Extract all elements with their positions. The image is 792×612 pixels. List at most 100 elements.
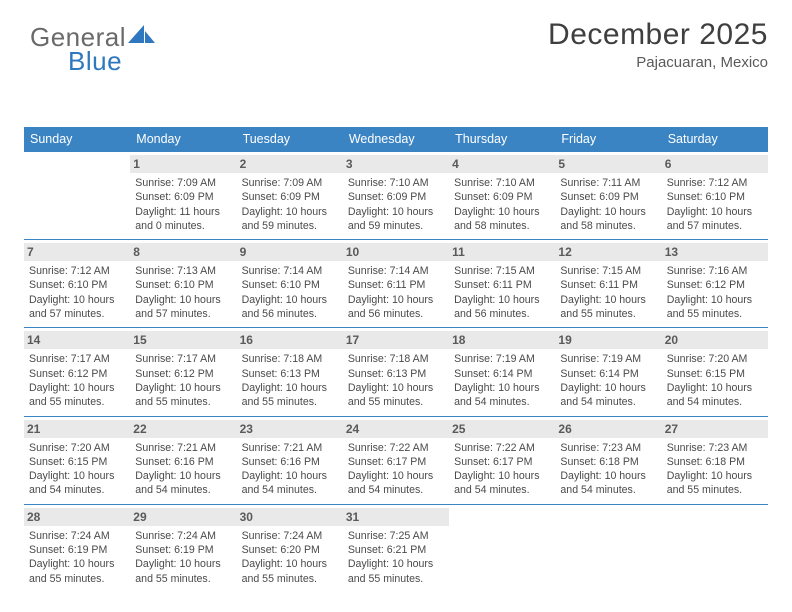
calendar-week: 21 Sunrise: 7:20 AMSunset: 6:15 PMDayligh… xyxy=(24,417,768,505)
day-info: Sunrise: 7:18 AMSunset: 6:13 PMDaylight:… xyxy=(348,352,444,409)
calendar-day: 3 Sunrise: 7:10 AMSunset: 6:09 PMDaylight… xyxy=(343,152,449,239)
calendar-day: . xyxy=(449,505,555,592)
weekday-header: Thursday xyxy=(449,127,555,152)
calendar-day: 30Sunrise: 7:24 AMSunset: 6:20 PMDayligh… xyxy=(237,505,343,592)
day-number: 1 xyxy=(130,155,236,173)
day-number: 31 xyxy=(343,508,449,526)
day-number: 4 xyxy=(449,155,555,173)
day-info: Sunrise: 7:22 AMSunset: 6:17 PMDaylight:… xyxy=(348,441,444,498)
calendar-week: 28 Sunrise: 7:24 AMSunset: 6:19 PMDayligh… xyxy=(24,505,768,592)
calendar-week: 14 Sunrise: 7:17 AMSunset: 6:12 PMDayligh… xyxy=(24,328,768,416)
day-info: Sunrise: 7:18 AMSunset: 6:13 PMDaylight:… xyxy=(242,352,338,409)
day-info: Sunrise: 7:19 AMSunset: 6:14 PMDaylight:… xyxy=(560,352,656,409)
day-info: Sunrise: 7:20 AMSunset: 6:15 PMDaylight:… xyxy=(667,352,763,409)
calendar-day: 22 Sunrise: 7:21 AMSunset: 6:16 PMDayligh… xyxy=(130,417,236,504)
day-info: Sunrise: 7:17 AMSunset: 6:12 PMDaylight:… xyxy=(29,352,125,409)
calendar-day: 24 Sunrise: 7:22 AMSunset: 6:17 PMDayligh… xyxy=(343,417,449,504)
calendar-day: 28 Sunrise: 7:24 AMSunset: 6:19 PMDayligh… xyxy=(24,505,130,592)
calendar-day: 26Sunrise: 7:23 AMSunset: 6:18 PMDayligh… xyxy=(555,417,661,504)
day-number: 29 xyxy=(130,508,236,526)
day-info: Sunrise: 7:14 AMSunset: 6:10 PMDaylight:… xyxy=(242,264,338,321)
calendar-week: .1 Sunrise: 7:09 AMSunset: 6:09 PMDayligh… xyxy=(24,152,768,240)
day-number: 22 xyxy=(130,420,236,438)
calendar-day: 8 Sunrise: 7:13 AMSunset: 6:10 PMDaylight… xyxy=(130,240,236,327)
calendar-day: 7 Sunrise: 7:12 AMSunset: 6:10 PMDaylight… xyxy=(24,240,130,327)
day-info: Sunrise: 7:24 AMSunset: 6:19 PMDaylight:… xyxy=(135,529,231,586)
day-info: Sunrise: 7:09 AMSunset: 6:09 PMDaylight:… xyxy=(135,176,231,233)
day-info: Sunrise: 7:19 AMSunset: 6:14 PMDaylight:… xyxy=(454,352,550,409)
day-info: Sunrise: 7:14 AMSunset: 6:11 PMDaylight:… xyxy=(348,264,444,321)
day-number: 18 xyxy=(449,331,555,349)
calendar-day: . xyxy=(24,152,130,239)
calendar-day: 9Sunrise: 7:14 AMSunset: 6:10 PMDaylight… xyxy=(237,240,343,327)
day-number: 13 xyxy=(662,243,768,261)
calendar-day: 18 Sunrise: 7:19 AMSunset: 6:14 PMDayligh… xyxy=(449,328,555,415)
day-number: 5 xyxy=(555,155,661,173)
day-number: 14 xyxy=(24,331,130,349)
page-subtitle: Pajacuaran, Mexico xyxy=(24,54,768,71)
day-info: Sunrise: 7:12 AMSunset: 6:10 PMDaylight:… xyxy=(29,264,125,321)
day-number: 24 xyxy=(343,420,449,438)
weekday-header: Tuesday xyxy=(237,127,343,152)
calendar-day: 14 Sunrise: 7:17 AMSunset: 6:12 PMDayligh… xyxy=(24,328,130,415)
day-info: Sunrise: 7:15 AMSunset: 6:11 PMDaylight:… xyxy=(454,264,550,321)
day-number: 23 xyxy=(237,420,343,438)
day-number: 3 xyxy=(343,155,449,173)
day-number: 25 xyxy=(449,420,555,438)
calendar-day: 20 Sunrise: 7:20 AMSunset: 6:15 PMDayligh… xyxy=(662,328,768,415)
day-number: 11 xyxy=(449,243,555,261)
calendar-day: 31 Sunrise: 7:25 AMSunset: 6:21 PMDayligh… xyxy=(343,505,449,592)
day-info: Sunrise: 7:10 AMSunset: 6:09 PMDaylight:… xyxy=(454,176,550,233)
calendar-day: 12 Sunrise: 7:15 AMSunset: 6:11 PMDayligh… xyxy=(555,240,661,327)
day-info: Sunrise: 7:20 AMSunset: 6:15 PMDaylight:… xyxy=(29,441,125,498)
day-info: Sunrise: 7:15 AMSunset: 6:11 PMDaylight:… xyxy=(560,264,656,321)
day-number: 16 xyxy=(237,331,343,349)
day-info: Sunrise: 7:24 AMSunset: 6:19 PMDaylight:… xyxy=(29,529,125,586)
weekday-header: Wednesday xyxy=(343,127,449,152)
day-info: Sunrise: 7:22 AMSunset: 6:17 PMDaylight:… xyxy=(454,441,550,498)
calendar-day: 5 Sunrise: 7:11 AMSunset: 6:09 PMDaylight… xyxy=(555,152,661,239)
day-number: 7 xyxy=(24,243,130,261)
day-info: Sunrise: 7:10 AMSunset: 6:09 PMDaylight:… xyxy=(348,176,444,233)
day-number: 6 xyxy=(662,155,768,173)
calendar-day: 15 Sunrise: 7:17 AMSunset: 6:12 PMDayligh… xyxy=(130,328,236,415)
calendar-day: 27Sunrise: 7:23 AMSunset: 6:18 PMDayligh… xyxy=(662,417,768,504)
day-info: Sunrise: 7:17 AMSunset: 6:12 PMDaylight:… xyxy=(135,352,231,409)
calendar: SundayMondayTuesdayWednesdayThursdayFrid… xyxy=(24,127,768,592)
calendar-day: 11 Sunrise: 7:15 AMSunset: 6:11 PMDayligh… xyxy=(449,240,555,327)
calendar-day: 23 Sunrise: 7:21 AMSunset: 6:16 PMDayligh… xyxy=(237,417,343,504)
day-number: 2 xyxy=(237,155,343,173)
day-number: 17 xyxy=(343,331,449,349)
day-number: 19 xyxy=(555,331,661,349)
calendar-day: 17 Sunrise: 7:18 AMSunset: 6:13 PMDayligh… xyxy=(343,328,449,415)
calendar-day: . xyxy=(662,505,768,592)
day-number: 8 xyxy=(130,243,236,261)
day-info: Sunrise: 7:24 AMSunset: 6:20 PMDaylight:… xyxy=(242,529,338,586)
calendar-day: 19 Sunrise: 7:19 AMSunset: 6:14 PMDayligh… xyxy=(555,328,661,415)
day-info: Sunrise: 7:21 AMSunset: 6:16 PMDaylight:… xyxy=(242,441,338,498)
sail-icon xyxy=(128,25,156,50)
day-info: Sunrise: 7:13 AMSunset: 6:10 PMDaylight:… xyxy=(135,264,231,321)
day-number: 26 xyxy=(555,420,661,438)
day-number: 15 xyxy=(130,331,236,349)
day-info: Sunrise: 7:09 AMSunset: 6:09 PMDaylight:… xyxy=(242,176,338,233)
calendar-header-row: SundayMondayTuesdayWednesdayThursdayFrid… xyxy=(24,127,768,152)
calendar-day: 13Sunrise: 7:16 AMSunset: 6:12 PMDayligh… xyxy=(662,240,768,327)
calendar-day: 16 Sunrise: 7:18 AMSunset: 6:13 PMDayligh… xyxy=(237,328,343,415)
day-number: 21 xyxy=(24,420,130,438)
day-number: 12 xyxy=(555,243,661,261)
day-info: Sunrise: 7:11 AMSunset: 6:09 PMDaylight:… xyxy=(560,176,656,233)
weekday-header: Friday xyxy=(555,127,661,152)
day-number: 10 xyxy=(343,243,449,261)
day-number: 28 xyxy=(24,508,130,526)
calendar-day: . xyxy=(555,505,661,592)
weekday-header: Saturday xyxy=(662,127,768,152)
day-number: 20 xyxy=(662,331,768,349)
day-info: Sunrise: 7:21 AMSunset: 6:16 PMDaylight:… xyxy=(135,441,231,498)
calendar-day: 25 Sunrise: 7:22 AMSunset: 6:17 PMDayligh… xyxy=(449,417,555,504)
calendar-day: 29 Sunrise: 7:24 AMSunset: 6:19 PMDayligh… xyxy=(130,505,236,592)
calendar-day: 4 Sunrise: 7:10 AMSunset: 6:09 PMDaylight… xyxy=(449,152,555,239)
day-info: Sunrise: 7:25 AMSunset: 6:21 PMDaylight:… xyxy=(348,529,444,586)
calendar-day: 2 Sunrise: 7:09 AMSunset: 6:09 PMDaylight… xyxy=(237,152,343,239)
calendar-day: 21 Sunrise: 7:20 AMSunset: 6:15 PMDayligh… xyxy=(24,417,130,504)
